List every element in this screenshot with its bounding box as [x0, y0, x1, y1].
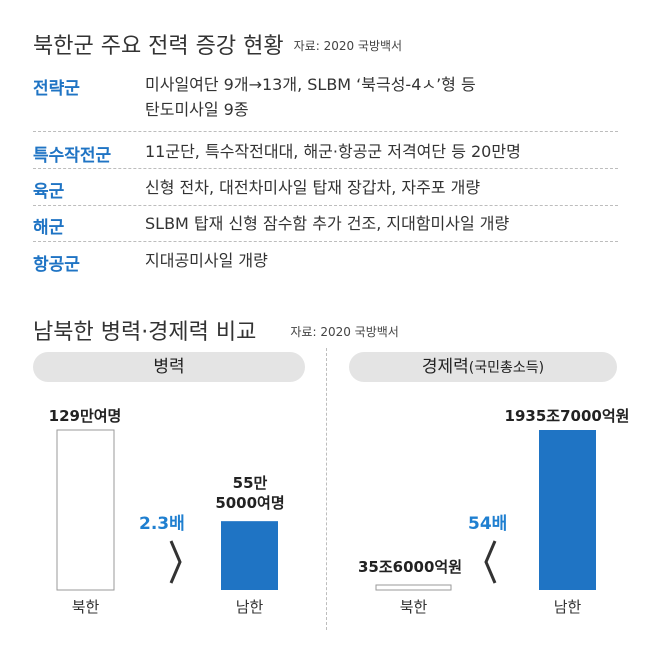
chart-troops	[56, 429, 278, 591]
chart-title-economy-text: 경제력	[421, 357, 469, 377]
row-label-navy: 해군	[33, 218, 65, 238]
ratio-economy: 54배	[468, 514, 508, 534]
row-desc-line: 미사일여단 9개→13개, SLBM ‘북극성-4ㅅ’형 등	[145, 75, 476, 94]
row-separator	[33, 205, 618, 206]
comparison-title-text: 남북한 병력·경제력 비교	[33, 320, 257, 345]
data-label-south-troops-line2: 5000여명	[215, 494, 285, 512]
chevron-left-troops	[169, 540, 182, 584]
chart-divider	[326, 348, 327, 630]
data-label-north-troops: 129만여명	[48, 407, 122, 425]
row-separator	[33, 168, 618, 169]
bar-north-economy	[375, 584, 452, 591]
axis-label-north-troops: 북한	[71, 598, 100, 616]
row-desc-strategic: 미사일여단 9개→13개, SLBM ‘북극성-4ㅅ’형 등 탄도미사일 9종	[145, 72, 476, 122]
chart-title-troops-text: 병력	[153, 357, 185, 377]
row-label-air-force: 항공군	[33, 255, 80, 275]
axis-label-north-economy: 북한	[399, 598, 428, 616]
comparison-source: 자료: 2020 국방백서	[290, 325, 399, 339]
source-note: 자료: 2020 국방백서	[293, 39, 403, 53]
data-label-south-troops: 55만 5000여명	[200, 473, 300, 513]
chart-title-troops: 병력	[33, 352, 305, 382]
bar-south-economy	[539, 430, 596, 590]
row-desc-air-force: 지대공미사일 개량	[145, 251, 268, 270]
chart-economy	[375, 430, 596, 591]
chart-title-economy: 경제력(국민총소득)	[349, 352, 617, 382]
row-desc-army: 신형 전차, 대전차미사일 탑재 장갑차, 자주포 개량	[145, 178, 481, 197]
chevron-right-economy	[484, 540, 497, 584]
row-separator	[33, 131, 618, 132]
data-label-south-troops-line1: 55만	[232, 474, 268, 492]
axis-label-south-troops: 남한	[235, 598, 264, 616]
axis-label-south-economy: 남한	[553, 598, 582, 616]
chart-title-economy-sub: (국민총소득)	[468, 360, 545, 376]
row-label-special-ops: 특수작전군	[33, 146, 112, 166]
data-label-south-economy: 1935조7000억원	[504, 407, 630, 425]
row-label-army: 육군	[33, 182, 65, 202]
page-title: 북한군 주요 전력 증강 현황 자료: 2020 국방백서	[33, 28, 402, 60]
comparison-title: 남북한 병력·경제력 비교 자료: 2020 국방백서	[33, 314, 399, 346]
row-label-strategic: 전략군	[33, 79, 80, 99]
bar-south-troops	[221, 521, 278, 590]
data-label-north-economy: 35조6000억원	[357, 558, 463, 576]
page-title-text: 북한군 주요 전력 증강 현황	[33, 34, 284, 59]
row-separator	[33, 241, 618, 242]
ratio-troops: 2.3배	[139, 514, 185, 534]
bar-north-troops	[56, 429, 115, 591]
row-desc-navy: SLBM 탑재 신형 잠수함 추가 건조, 지대함미사일 개량	[145, 214, 510, 233]
row-desc-line: 탄도미사일 9종	[145, 100, 249, 119]
row-desc-special-ops: 11군단, 특수작전대대, 해군·항공군 저격여단 등 20만명	[145, 142, 521, 161]
